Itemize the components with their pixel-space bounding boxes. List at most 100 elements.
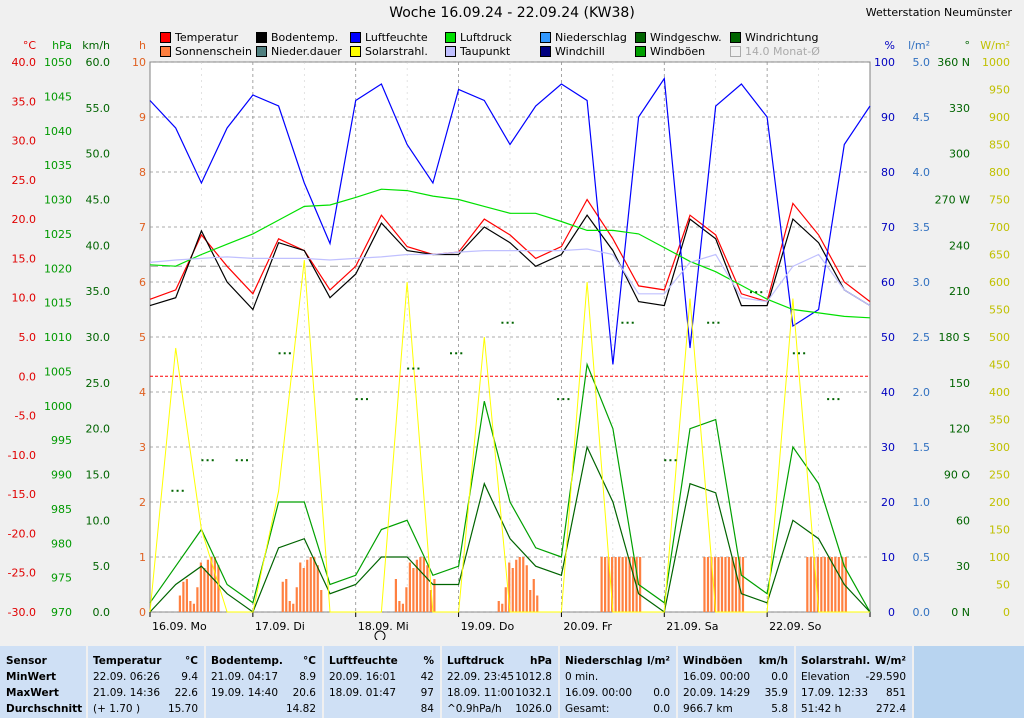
axis-tick-label: 1: [139, 551, 146, 564]
axis-tick-label: 150: [989, 524, 1010, 537]
wind-direction-dot: [669, 459, 672, 462]
column-header: Windböen: [683, 655, 743, 667]
sunshine-bar: [621, 557, 624, 612]
legend-swatch: [540, 32, 551, 43]
axis-tick-label: 550: [989, 304, 1010, 317]
station-name: Wetterstation Neumünster: [865, 6, 1012, 19]
axis-tick-label: 30.0: [12, 135, 37, 148]
sunshine-bar: [731, 557, 734, 612]
axis-tick-label: 0: [139, 606, 146, 619]
sunshine-bar: [316, 565, 319, 612]
sunshine-bar: [734, 557, 738, 612]
axis-unit-label: %: [885, 39, 895, 52]
table-cell-value: 5.8: [771, 703, 788, 715]
sunshine-bar: [497, 601, 500, 612]
axis-tick-label: -20.0: [8, 527, 36, 540]
sunshine-bar: [182, 581, 185, 612]
legend-item: Windrichtung: [730, 31, 818, 44]
axis-tick-label: 45.0: [86, 194, 111, 207]
wind-direction-dot: [366, 398, 368, 401]
column-unit: km/h: [758, 655, 788, 667]
axis-tick-label: -15.0: [8, 488, 36, 501]
sunshine-bar: [522, 557, 525, 612]
wind-direction-dot: [562, 398, 565, 401]
axis-tick-label: 40.0: [12, 56, 37, 69]
wind-direction-dot: [240, 459, 243, 462]
axis-tick-label: 3: [139, 441, 146, 454]
axis-tick-label: 5.0: [913, 56, 931, 69]
wind-direction-dot: [717, 321, 720, 324]
row-label: Durchschnitt: [6, 703, 83, 715]
wind-direction-dot: [827, 398, 830, 401]
wind-direction-dot: [288, 352, 291, 355]
axis-tick-label: -5.0: [15, 410, 36, 423]
wind-direction-dot: [171, 489, 174, 492]
series-line: [149, 259, 870, 613]
x-tick-label: 22.09. So: [769, 620, 821, 633]
axis-tick-label: 55.0: [86, 102, 111, 115]
sunshine-bar: [196, 587, 199, 612]
axis-tick-label: 240: [949, 239, 970, 252]
axis-tick-label: 90 O: [944, 469, 970, 482]
legend-label: Luftfeuchte: [365, 31, 428, 44]
axis-tick-label: 1050: [44, 56, 72, 69]
sunshine-bar: [628, 557, 631, 612]
axis-tick-label: 900: [989, 111, 1010, 124]
wind-direction-dot: [511, 321, 514, 324]
wind-direction-dot: [450, 352, 452, 355]
sunshine-bar: [611, 557, 614, 612]
sunshine-bar: [813, 557, 816, 612]
wind-direction-dot: [798, 352, 800, 355]
axis-tick-label: 975: [51, 572, 72, 585]
sunshine-bar: [422, 557, 425, 612]
legend-label: Taupunkt: [460, 45, 511, 58]
sunshine-bar: [398, 601, 401, 612]
axis-tick-label: 850: [989, 139, 1010, 152]
sunshine-bar: [210, 557, 213, 612]
wind-direction-dot: [283, 352, 286, 355]
sunshine-bar: [206, 559, 209, 612]
axis-tick-label: 1005: [44, 365, 72, 378]
sunshine-bar: [178, 595, 181, 612]
table-column: Solarstrahl. W/m² Elevation -29.590 17.09. 1…: [796, 646, 914, 718]
table-cell-label: 18.09. 11:00: [447, 687, 514, 699]
sunshine-bar: [618, 557, 621, 612]
sunshine-bar: [525, 565, 528, 612]
legend-label: Luftdruck: [460, 31, 512, 44]
wind-direction-dot: [455, 352, 458, 355]
chart-title: Woche 16.09.24 - 22.09.24 (KW38): [389, 5, 635, 21]
axis-unit-label: W/m²: [980, 39, 1010, 52]
table-cell-value: 42: [420, 671, 434, 683]
sunshine-bar: [419, 557, 422, 612]
sunshine-bar: [185, 579, 188, 612]
table-cell-value: 35.9: [764, 687, 788, 699]
legend-swatch: [730, 46, 741, 57]
x-tick-label: 21.09. Sa: [666, 620, 718, 633]
table-row-labels: Sensor MinWert MaxWert Durchschnitt: [0, 646, 88, 718]
axis-tick-label: 1.0: [913, 496, 931, 509]
axis-tick-label: 8: [139, 166, 146, 179]
sunshine-bar: [504, 587, 507, 612]
table-cell-value: 22.6: [174, 687, 198, 699]
series-line: [149, 362, 871, 613]
sunshine-bar: [412, 568, 415, 612]
stats-table: Sensor MinWert MaxWert Durchschnitt Temperat…: [0, 646, 1024, 718]
legend-item: Bodentemp.: [256, 31, 338, 44]
table-cell-value: 1012.8: [515, 671, 552, 683]
table-cell-value: 84: [420, 703, 434, 715]
sunshine-bar: [199, 562, 202, 612]
series-line: [149, 76, 871, 365]
axis-tick-label: -30.0: [8, 606, 36, 619]
sunshine-bar: [809, 557, 812, 612]
legend-swatch: [635, 46, 646, 57]
legend-item: Luftdruck: [445, 31, 512, 44]
sunshine-bar: [415, 559, 418, 612]
table-cell-value: -29.590: [865, 671, 906, 683]
axis-tick-label: 2.5: [913, 331, 931, 344]
axis-tick-label: -25.0: [8, 567, 36, 580]
column-header: Niederschlag: [565, 655, 643, 667]
wind-direction-dot: [760, 291, 763, 294]
sunshine-bar: [529, 590, 532, 612]
sunshine-bar: [607, 557, 610, 612]
series-line: [149, 445, 871, 614]
